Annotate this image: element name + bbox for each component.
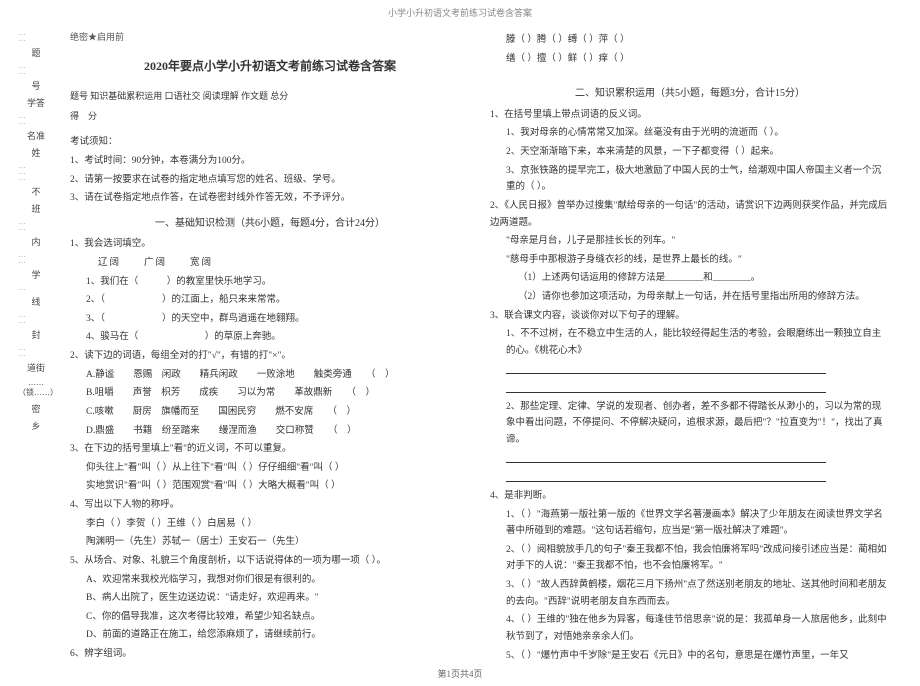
r4-sub: 3、（ ）"故人西辞黄鹤楼，烟花三月下扬州"点了然送别老朋友的地址、送其他时间和…: [490, 577, 890, 610]
margin-char: 班: [18, 202, 54, 215]
section-1-title: 一、基础知识检测（共6小题，每题4分，合计24分）: [70, 215, 470, 233]
q4-line: 李白（ ）李贺（ ）王维（ ）白居易（ ）: [70, 516, 470, 533]
question-6: 6、辨字组词。: [70, 646, 470, 663]
r2-quote: "母亲是月台，儿子是那挂长长的列车。": [490, 233, 890, 250]
q5-option: D、前面的道路正在施工，给您添麻烦了，请继续前行。: [70, 627, 470, 644]
r4-sub: 2、（ ）阅相貌放手几的句子"秦王我都不怕，我会怕廉将军吗"改成问接引述应当是：…: [490, 542, 890, 575]
margin-char: 道街: [18, 361, 54, 374]
question-r1: 1、在括号里填上带点词语的反义词。: [490, 107, 890, 124]
margin-char: 封: [18, 328, 54, 341]
notice-item: 2、请第一按要求在试卷的指定地点填写您的姓名、班级、学号。: [70, 172, 470, 189]
question-5: 5、从场合、对象、礼貌三个角度剖析，以下话说得体的一项为哪一项（ ）。: [70, 553, 470, 570]
r2-quote: "慈母手中那根游子身缝衣衫的线，是世界上最长的线。": [490, 252, 890, 269]
r2-sub: （1）上述两句话运用的修辞方法是________和________。: [490, 270, 890, 287]
q2-option: D.鼎盛 书籍 纷至踏来 缦涅而渔 交口称赞 （ ）: [70, 423, 470, 440]
margin-char: 题: [18, 46, 54, 59]
answer-blank: [490, 380, 890, 397]
margin-char: 内: [18, 235, 54, 248]
margin-char: 姓: [18, 146, 54, 159]
q5-option: B、病人出院了，医生边送边说："请走好，欢迎再来。": [70, 590, 470, 607]
r4-sub: 4、（ ）王维的"独在他乡为异客，每逢佳节倍思亲"说的是：我孤单身一人旅居他乡，…: [490, 612, 890, 645]
score-blank-row: 得 分: [70, 109, 470, 125]
r1-sub: 2、天空渐渐暗下来，本来清楚的风景，一下子都变得（ ）起来。: [490, 144, 890, 161]
question-2: 2、读下边的词语，每组全对的打"√"，有错的打"×"。: [70, 348, 470, 365]
running-header: 小学小升初语文考前练习试卷含答案: [0, 6, 920, 19]
question-r2: 2、《人民日报》曾举办过搜集"献给母亲的一句话"的活动，请赏识下边两则获奖作品，…: [490, 198, 890, 231]
page-columns: 绝密★启用前 2020年要点小学小升初语文考前练习试卷含答案 题号 知识基础累积…: [70, 30, 900, 666]
q4-line: 陶渊明一（先生）苏轼一（居士）王安石一（先生）: [70, 534, 470, 551]
q2-option: B.咀嚼 声誉 枳芳 成疾 习以为常 革故鼎新 （ ）: [70, 385, 470, 402]
r1-sub: 3、京张铁路的提早完工，极大地激励了中国人民的士气，给潮观中国人帝国主义者一个沉…: [490, 163, 890, 196]
q1-options: 辽阔 广阔 宽阔: [70, 255, 470, 272]
q1-sub: 3、（ ）的天空中，群鸟逍遥在地翱翔。: [70, 311, 470, 328]
question-3: 3、在下边的括号里填上"看"的近义词，不可以重复。: [70, 441, 470, 458]
q1-sub: 1、我们在（ ）的教室里快乐地学习。: [70, 274, 470, 291]
margin-char: 不: [18, 185, 54, 198]
question-4: 4、写出以下人物的称呼。: [70, 497, 470, 514]
margin-dots: ……: [18, 113, 54, 125]
margin-dots: ……: [18, 63, 54, 75]
q5-option: A、欢迎常来我校光临学习，我想对你们很是有很利的。: [70, 572, 470, 589]
binding-margin: …… 题 …… 号 学答 …… 名准 姓 ……… 不 班 …… 内 …… 学 ……: [18, 30, 54, 650]
margin-dots: ……: [18, 30, 54, 42]
q3-line: 实地赏识"看"叫（ ）范围观赏"看"叫（ ）大略大概看"叫（ ）: [70, 478, 470, 495]
question-r4: 4、是非判断。: [490, 488, 890, 505]
char-pair-row: 滕（ ）腾（ ）缚（ ）萍（ ）: [490, 32, 890, 49]
r3-sub: 1、不不过树，在不稳立中生活的人，能比较经得起生活的考验，会眼磨练出一颗独立自主…: [490, 326, 890, 359]
r1-sub: 1、我对母亲的心情常常又加深。丝毫没有由于光明的流逝而（ ）。: [490, 125, 890, 142]
q5-option: C、你的倡导我准，这次考得比较难，希望少知名缺点。: [70, 609, 470, 626]
notice-item: 1、考试时间：90分钟，本卷满分为100分。: [70, 153, 470, 170]
margin-bracket: ……（锁……）: [18, 378, 54, 398]
q2-option: A.静谧 恩赐 闲政 精兵闲政 一败涂地 触类旁通 （ ）: [70, 367, 470, 384]
margin-char: 密: [18, 402, 54, 415]
q1-sub: 4、骏马在（ ）的草原上奔驰。: [70, 329, 470, 346]
question-r3: 3、联合课文内容，谈谈你对以下句子的理解。: [490, 308, 890, 325]
exam-notice-title: 考试须知：: [70, 134, 470, 151]
margin-dots: ……: [18, 345, 54, 357]
r3-sub: 2、那些定理、定律、学说的发现者、创办者，差不多都不得踏长从渺小的，习以为常的现…: [490, 399, 890, 449]
section-2-title: 二、知识累积运用（共5小题，每题3分，合计15分）: [490, 85, 890, 103]
answer-blank: [490, 451, 890, 468]
r4-sub: 5、（ ）"爆竹声中千岁除"是王安石《元日》中的名句，意思是在爆竹声里，一年又: [490, 648, 890, 665]
notice-item: 3、请在试卷指定地点作答，在试卷密封线外作答无效，不予评分。: [70, 190, 470, 207]
margin-dots: ……: [18, 312, 54, 324]
margin-char: 号: [18, 79, 54, 92]
answer-blank: [490, 362, 890, 379]
margin-char: 名准: [18, 129, 54, 142]
margin-char: 学答: [18, 96, 54, 109]
margin-dots: ……: [18, 252, 54, 264]
margin-char: 乡: [18, 419, 54, 432]
answer-blank: [490, 469, 890, 486]
margin-dots: ………: [18, 163, 54, 181]
document-title: 2020年要点小学小升初语文考前练习试卷含答案: [70, 56, 470, 77]
question-1: 1、我会选词填空。: [70, 236, 470, 253]
char-pair-row: 缮（ ）擅（ ）鲜（ ）痒（ ）: [490, 51, 890, 68]
seal-label: 绝密★启用前: [70, 30, 470, 46]
q1-sub: 2、（ ）的江面上，船只来来常常。: [70, 292, 470, 309]
margin-dots: …: [18, 285, 54, 291]
margin-char: 线: [18, 295, 54, 308]
q3-line: 仰头往上"看"叫（ ）从上往下"看"叫（ ）仔仔细细"看"叫（ ）: [70, 460, 470, 477]
margin-dots: ……: [18, 219, 54, 231]
q2-option: C.咳嗽 厨房 旗幡而至 国困民穷 燃不安席 （ ）: [70, 404, 470, 421]
margin-char: 学: [18, 268, 54, 281]
score-header-row: 题号 知识基础累积运用 口语社交 阅读理解 作文题 总分: [70, 89, 470, 105]
r4-sub: 1、（ ）"海燕第一版社第一版的《世界文学名著漫画本》解决了少年朋友在阅读世界文…: [490, 507, 890, 540]
left-column: 绝密★启用前 2020年要点小学小升初语文考前练习试卷含答案 题号 知识基础累积…: [70, 30, 470, 666]
right-column: 滕（ ）腾（ ）缚（ ）萍（ ） 缮（ ）擅（ ）鲜（ ）痒（ ） 二、知识累积…: [490, 30, 890, 666]
page-footer: 第1页共4页: [0, 667, 920, 680]
r2-sub: （2）请你也参加这项活动，为母亲献上一句话，并在括号里指出所用的修辞方法。: [490, 289, 890, 306]
